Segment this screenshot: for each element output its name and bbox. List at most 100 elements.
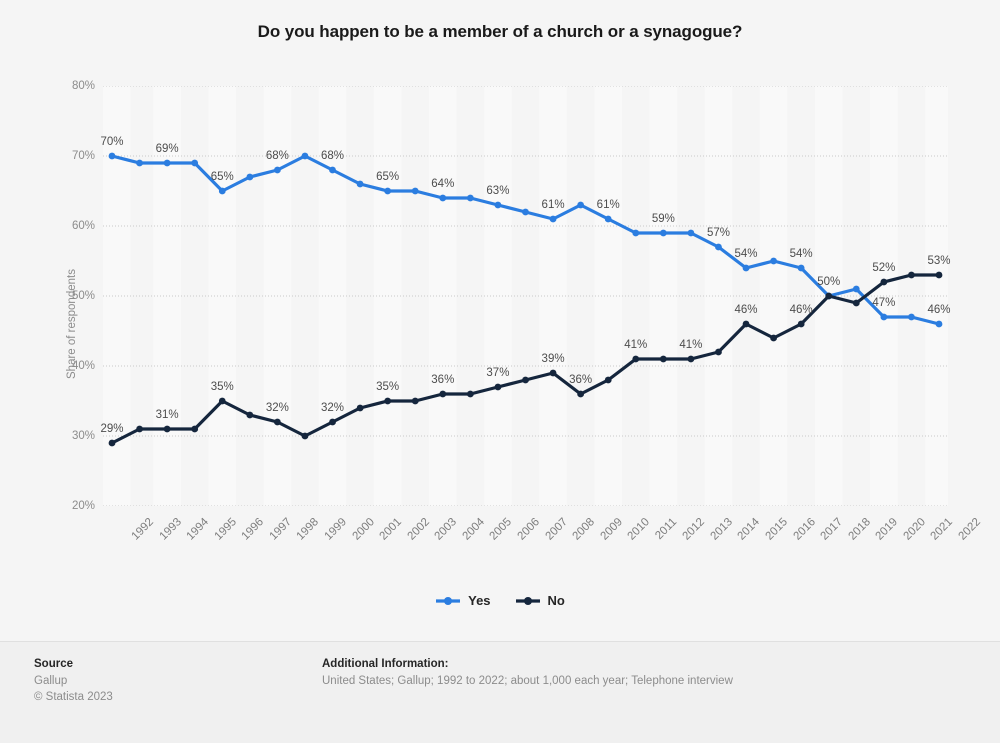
data-point[interactable]	[494, 383, 502, 391]
data-point[interactable]	[797, 264, 805, 272]
x-axis-tick-label: 2021	[928, 516, 956, 543]
data-point[interactable]	[136, 425, 143, 433]
data-point-label: 46%	[927, 304, 951, 316]
legend-item-yes[interactable]: Yes	[435, 593, 491, 608]
data-point[interactable]	[604, 376, 612, 384]
data-point[interactable]	[715, 348, 722, 356]
data-point[interactable]	[632, 229, 640, 237]
data-point[interactable]	[329, 418, 336, 426]
data-point-label: 46%	[789, 304, 813, 316]
data-point[interactable]	[108, 152, 116, 160]
data-point[interactable]	[549, 369, 557, 377]
data-point[interactable]	[935, 320, 943, 328]
data-point-label: 41%	[679, 339, 703, 351]
data-point[interactable]	[301, 152, 309, 160]
data-point[interactable]	[852, 299, 860, 307]
y-axis-tick-label: 40%	[71, 360, 95, 372]
data-point[interactable]	[274, 166, 281, 174]
data-point[interactable]	[715, 243, 722, 251]
data-point[interactable]	[908, 313, 915, 321]
data-point[interactable]	[356, 180, 364, 188]
x-axis-tick-label: 1999	[322, 516, 350, 543]
data-point-label: 64%	[431, 178, 455, 190]
data-point[interactable]	[880, 278, 888, 286]
data-point[interactable]	[742, 264, 750, 272]
x-axis-tick-label: 2020	[901, 516, 928, 543]
data-point[interactable]	[411, 397, 419, 405]
data-point[interactable]	[246, 411, 254, 419]
data-point[interactable]	[604, 215, 612, 223]
data-point[interactable]	[301, 432, 309, 440]
data-point[interactable]	[797, 320, 805, 328]
data-point[interactable]	[246, 173, 254, 181]
data-point[interactable]	[908, 271, 915, 279]
data-point[interactable]	[466, 390, 474, 398]
data-point[interactable]	[191, 425, 199, 433]
data-point[interactable]	[494, 201, 502, 209]
data-point[interactable]	[659, 229, 667, 237]
column-band	[594, 86, 622, 506]
x-axis-tick-label: 1996	[239, 516, 267, 543]
column-band	[318, 86, 347, 506]
data-point[interactable]	[770, 334, 777, 342]
data-point[interactable]	[274, 418, 281, 426]
data-point[interactable]	[218, 397, 226, 405]
data-point-label: 61%	[596, 199, 620, 211]
data-point[interactable]	[466, 194, 474, 202]
data-point[interactable]	[577, 390, 585, 398]
data-point[interactable]	[577, 201, 585, 209]
data-point[interactable]	[136, 159, 143, 167]
data-point[interactable]	[108, 439, 116, 447]
data-point[interactable]	[935, 271, 943, 279]
data-point[interactable]	[218, 187, 226, 195]
data-point[interactable]	[522, 208, 529, 216]
data-point[interactable]	[439, 390, 447, 398]
column-band	[373, 86, 402, 506]
data-point-label: 69%	[155, 143, 179, 155]
x-axis-tick-label: 2007	[542, 516, 570, 543]
data-point[interactable]	[439, 194, 447, 202]
x-axis-tick-label: 2008	[570, 516, 598, 543]
data-point[interactable]	[356, 404, 364, 412]
x-axis-tick-label: 2000	[350, 516, 377, 543]
data-point-label: 47%	[872, 297, 896, 309]
data-point-label: 41%	[624, 339, 648, 351]
data-point[interactable]	[522, 376, 529, 384]
data-point[interactable]	[191, 159, 199, 167]
data-point-label: 65%	[376, 171, 400, 183]
data-point[interactable]	[384, 397, 392, 405]
source-name[interactable]: Gallup	[34, 675, 68, 687]
data-point[interactable]	[825, 292, 833, 300]
additional-information-block: Additional Information: United States; G…	[322, 658, 922, 689]
legend-label: Yes	[468, 593, 491, 608]
data-point-label: 35%	[210, 381, 234, 393]
data-point[interactable]	[163, 159, 171, 167]
line-chart-svg	[103, 86, 948, 506]
data-point[interactable]	[687, 355, 695, 363]
data-point[interactable]	[880, 313, 888, 321]
data-point-label: 46%	[734, 304, 758, 316]
x-axis-tick-label: 2001	[377, 516, 405, 543]
data-point[interactable]	[411, 187, 419, 195]
y-axis-tick-label: 30%	[71, 430, 95, 442]
x-axis-tick-label: 2015	[763, 516, 791, 543]
data-point[interactable]	[852, 285, 860, 293]
data-point[interactable]	[770, 257, 777, 265]
data-point[interactable]	[742, 320, 750, 328]
column-band	[649, 86, 678, 506]
legend-item-no[interactable]: No	[515, 593, 565, 608]
data-point[interactable]	[549, 215, 557, 223]
data-point-label: 35%	[376, 381, 400, 393]
data-point[interactable]	[687, 229, 695, 237]
data-point-label: 59%	[651, 213, 675, 225]
data-point[interactable]	[659, 355, 667, 363]
data-point[interactable]	[163, 425, 171, 433]
data-point[interactable]	[632, 355, 640, 363]
y-axis-tick-label: 50%	[71, 290, 95, 302]
data-point-label: 31%	[155, 409, 179, 421]
x-axis-tick-label: 1993	[157, 516, 184, 543]
x-axis-tick-label: 2002	[405, 516, 432, 543]
data-point[interactable]	[384, 187, 392, 195]
data-point[interactable]	[329, 166, 336, 174]
